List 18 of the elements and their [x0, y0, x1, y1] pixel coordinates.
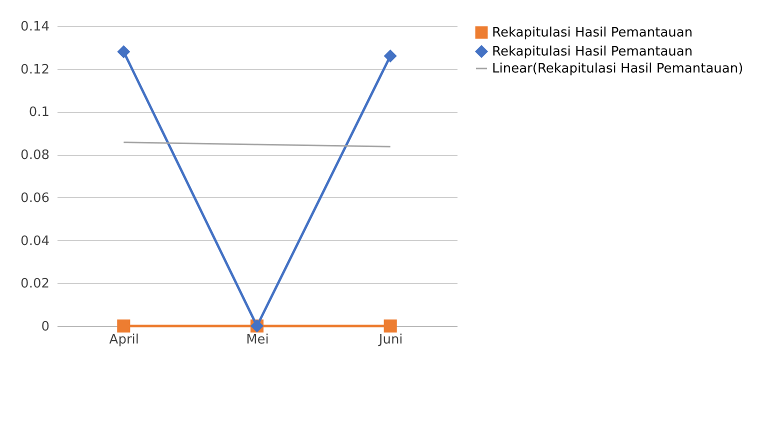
y-tick-label: 0.1	[28, 105, 50, 120]
point	[384, 49, 397, 63]
legend-label: Rekapitulasi Hasil Pemantauan	[492, 26, 693, 40]
y-tick-label: 0	[41, 320, 50, 334]
x-tick-label: Juni	[378, 332, 403, 348]
y-tick-label: 0.14	[20, 20, 50, 34]
y-tick-label: 0.04	[20, 234, 50, 249]
point	[117, 319, 130, 333]
y-tick-label: 0.06	[20, 190, 50, 206]
y-tick-label: 0.08	[20, 148, 50, 164]
legend-label: Rekapitulasi Hasil Pemantauan	[492, 44, 693, 60]
y-tick-label: 0.12	[20, 62, 50, 78]
y-tick-label: 0.02	[20, 276, 50, 292]
x-tick-label: April	[109, 332, 140, 348]
legend-label: Linear(Rekapitulasi Hasil Pemantauan)	[492, 62, 744, 76]
point	[117, 45, 130, 58]
point	[384, 319, 397, 333]
x-tick-label: Mei	[246, 332, 269, 348]
